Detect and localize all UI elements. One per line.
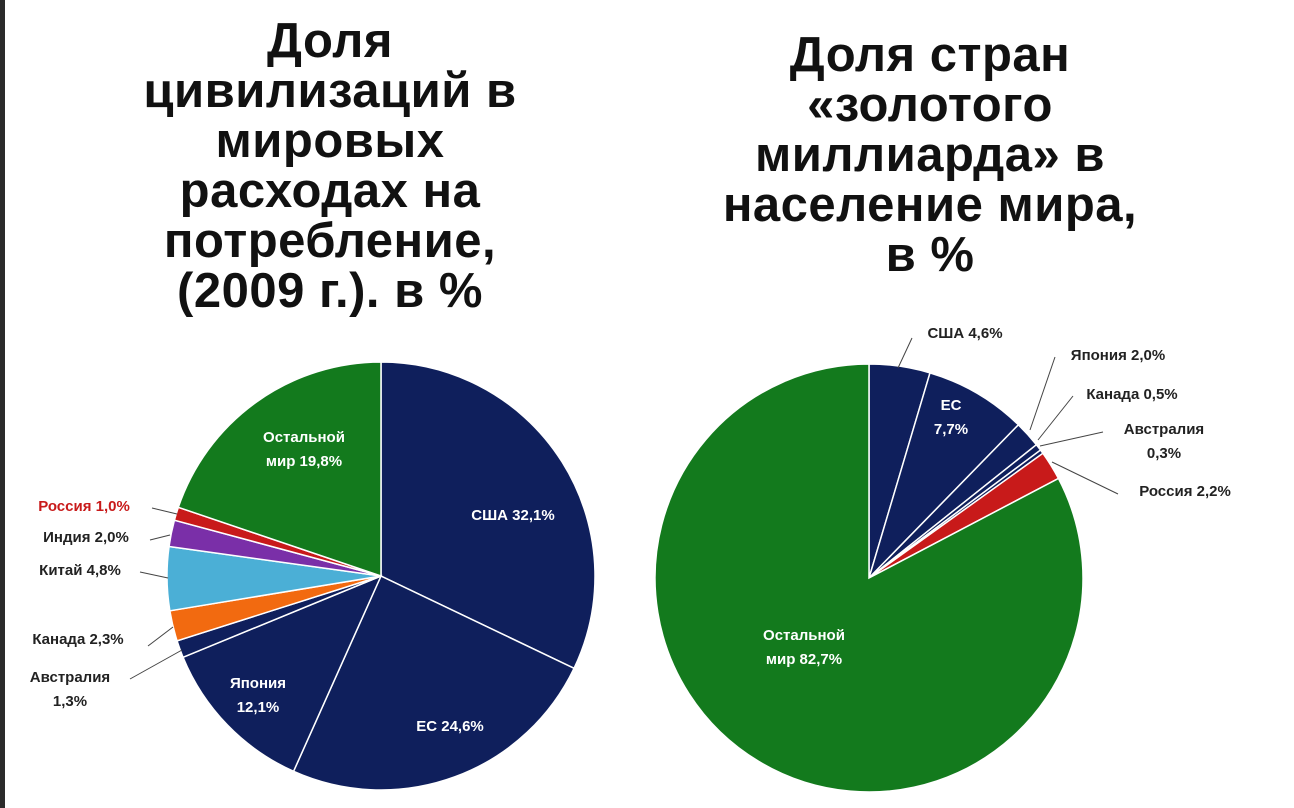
slice-label-line: мир 19,8% — [266, 453, 342, 470]
leader-line — [151, 507, 178, 515]
slice-label: ЕС 7,7% — [934, 397, 968, 438]
slice-label-line: ЕС — [941, 397, 962, 414]
right-pie-chart: США 4,6% ЕС 7,7% Япония 2,0% Канада 0,5% Авст… — [654, 325, 1231, 793]
slice-label-line: Китай 4,8% — [39, 562, 121, 579]
pie-slice-япония — [182, 574, 383, 773]
slice-label-line: ЕС 24,6% — [416, 718, 484, 735]
title-line: мировых — [215, 114, 445, 168]
leader-line — [897, 337, 913, 369]
slice-label-line: Австралия — [30, 669, 110, 686]
slice-label: Остальной мир 82,7% — [763, 627, 845, 668]
slice-label: Канада 0,5% — [1086, 386, 1177, 403]
slice-label: Австралия 1,3% — [30, 669, 110, 710]
left-pie-chart: США 32,1% ЕС 24,6% Япония 12,1% Австралия 1,3… — [30, 361, 596, 791]
pie-slice-ес — [292, 574, 576, 791]
leader-line — [1029, 356, 1056, 431]
slice-label-line: Канада 2,3% — [32, 631, 123, 648]
title-line: Доля — [267, 14, 393, 68]
pie-slice-сша — [380, 361, 596, 670]
leader-line — [149, 534, 171, 541]
slice-label-line: 12,1% — [237, 699, 280, 716]
slice-label-line: мир 82,7% — [766, 651, 842, 668]
slice-label-line: Канада 0,5% — [1086, 386, 1177, 403]
pie-slice-остальной-мир — [177, 361, 382, 578]
slice-label-line: Россия 1,0% — [38, 498, 130, 515]
title-line: население мира, — [722, 178, 1138, 232]
leader-line — [1037, 395, 1074, 441]
slice-label: Япония 12,1% — [230, 675, 286, 716]
slice-label-line: Остальной — [263, 429, 345, 446]
leader-line — [139, 571, 169, 579]
left-chart-title: Доля цивилизаций в мировых расходах на п… — [100, 16, 560, 316]
left-edge-strip — [0, 0, 5, 808]
slice-label: Индия 2,0% — [43, 529, 129, 546]
title-line: в % — [885, 228, 975, 282]
slice-label: Канада 2,3% — [32, 631, 123, 648]
slice-label-line: Остальной — [763, 627, 845, 644]
slice-label-line: Австралия — [1124, 421, 1204, 438]
slice-label: Япония 2,0% — [1071, 347, 1165, 364]
title-line: миллиарда» в — [754, 128, 1106, 182]
slice-label: Китай 4,8% — [39, 562, 121, 579]
slice-label: США 32,1% — [471, 507, 554, 524]
title-line: цивилизаций в — [143, 64, 517, 118]
slice-label-line: Индия 2,0% — [43, 529, 129, 546]
slice-label-line: Япония 2,0% — [1071, 347, 1165, 364]
title-line: потребление, — [163, 214, 497, 268]
pie-slice-остальной-мир — [654, 363, 1084, 793]
leader-line — [1039, 431, 1104, 447]
slice-label-line: 1,3% — [53, 693, 87, 710]
title-line: (2009 г.). в % — [177, 264, 483, 318]
slice-label: Россия 2,2% — [1139, 483, 1231, 500]
pie-slice-ес — [868, 371, 1020, 579]
slice-label-line: США 32,1% — [471, 507, 554, 524]
slice-label: США 4,6% — [927, 325, 1002, 342]
slice-label: Австралия 0,3% — [1124, 421, 1204, 462]
slice-label-line: Россия 2,2% — [1139, 483, 1231, 500]
slice-label-line: Япония — [230, 675, 286, 692]
slice-label: Россия 1,0% — [38, 498, 130, 515]
right-chart-title: Доля стран «золотого миллиарда» в населе… — [700, 30, 1160, 280]
title-line: Доля стран — [789, 28, 1071, 82]
title-line: «золотого — [807, 78, 1053, 132]
slice-label: Остальной мир 19,8% — [263, 429, 345, 470]
leader-line — [1051, 461, 1119, 495]
leader-line — [147, 626, 174, 647]
slice-label: ЕС 24,6% — [416, 718, 484, 735]
title-line: расходах на — [179, 164, 481, 218]
slice-label-line: 0,3% — [1147, 445, 1181, 462]
leader-line — [129, 649, 183, 680]
slice-label-line: США 4,6% — [927, 325, 1002, 342]
slice-label-line: 7,7% — [934, 421, 968, 438]
